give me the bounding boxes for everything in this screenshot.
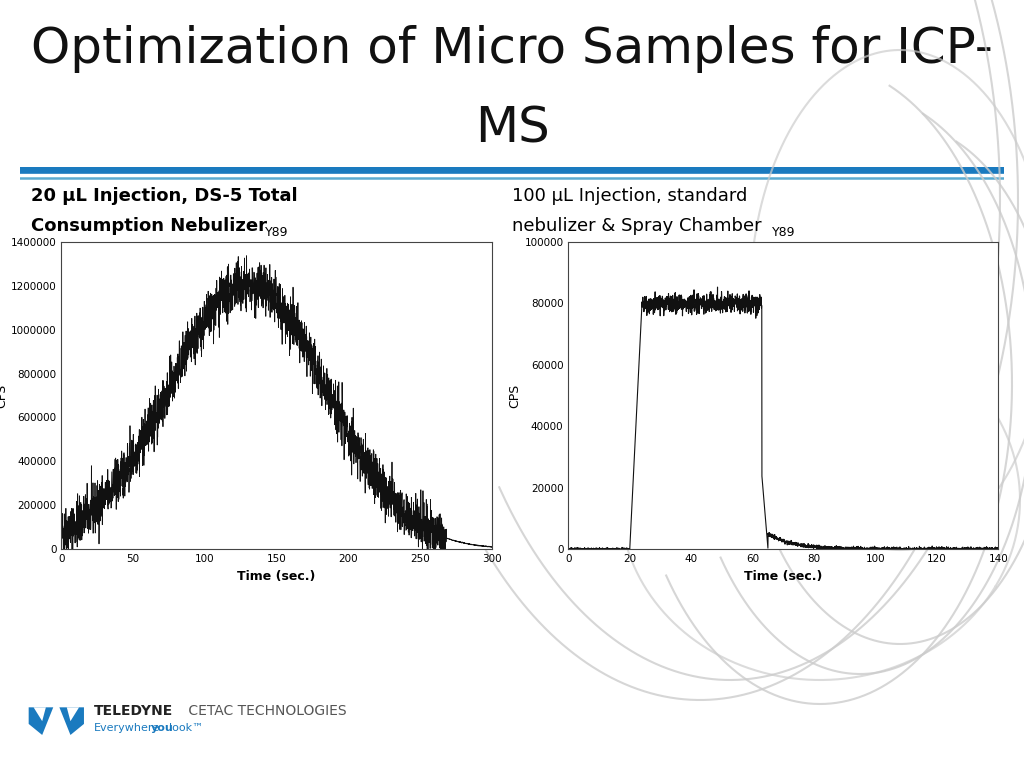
Y-axis label: CPS: CPS (509, 383, 521, 408)
X-axis label: Time (sec.): Time (sec.) (744, 570, 822, 583)
Text: TELEDYNE: TELEDYNE (94, 704, 173, 719)
Polygon shape (67, 707, 79, 721)
Text: nebulizer & Spray Chamber: nebulizer & Spray Chamber (512, 217, 762, 235)
Polygon shape (59, 707, 84, 735)
Text: you: you (151, 723, 173, 733)
Text: 20 μL Injection, DS-5 Total: 20 μL Injection, DS-5 Total (31, 187, 297, 205)
Text: MS: MS (475, 104, 549, 153)
Text: Optimization of Micro Samples for ICP-: Optimization of Micro Samples for ICP- (31, 25, 993, 74)
Text: Consumption Nebulizer: Consumption Nebulizer (31, 217, 266, 235)
Text: CETAC TECHNOLOGIES: CETAC TECHNOLOGIES (184, 704, 347, 719)
Text: look™: look™ (169, 723, 203, 733)
Polygon shape (29, 707, 53, 735)
Text: 100 μL Injection, standard: 100 μL Injection, standard (512, 187, 748, 205)
X-axis label: Time (sec.): Time (sec.) (238, 570, 315, 583)
Y-axis label: CPS: CPS (0, 383, 8, 408)
Polygon shape (34, 707, 46, 721)
Title: Y89: Y89 (772, 227, 795, 240)
Text: Everywhere: Everywhere (94, 723, 161, 733)
Title: Y89: Y89 (265, 227, 288, 240)
